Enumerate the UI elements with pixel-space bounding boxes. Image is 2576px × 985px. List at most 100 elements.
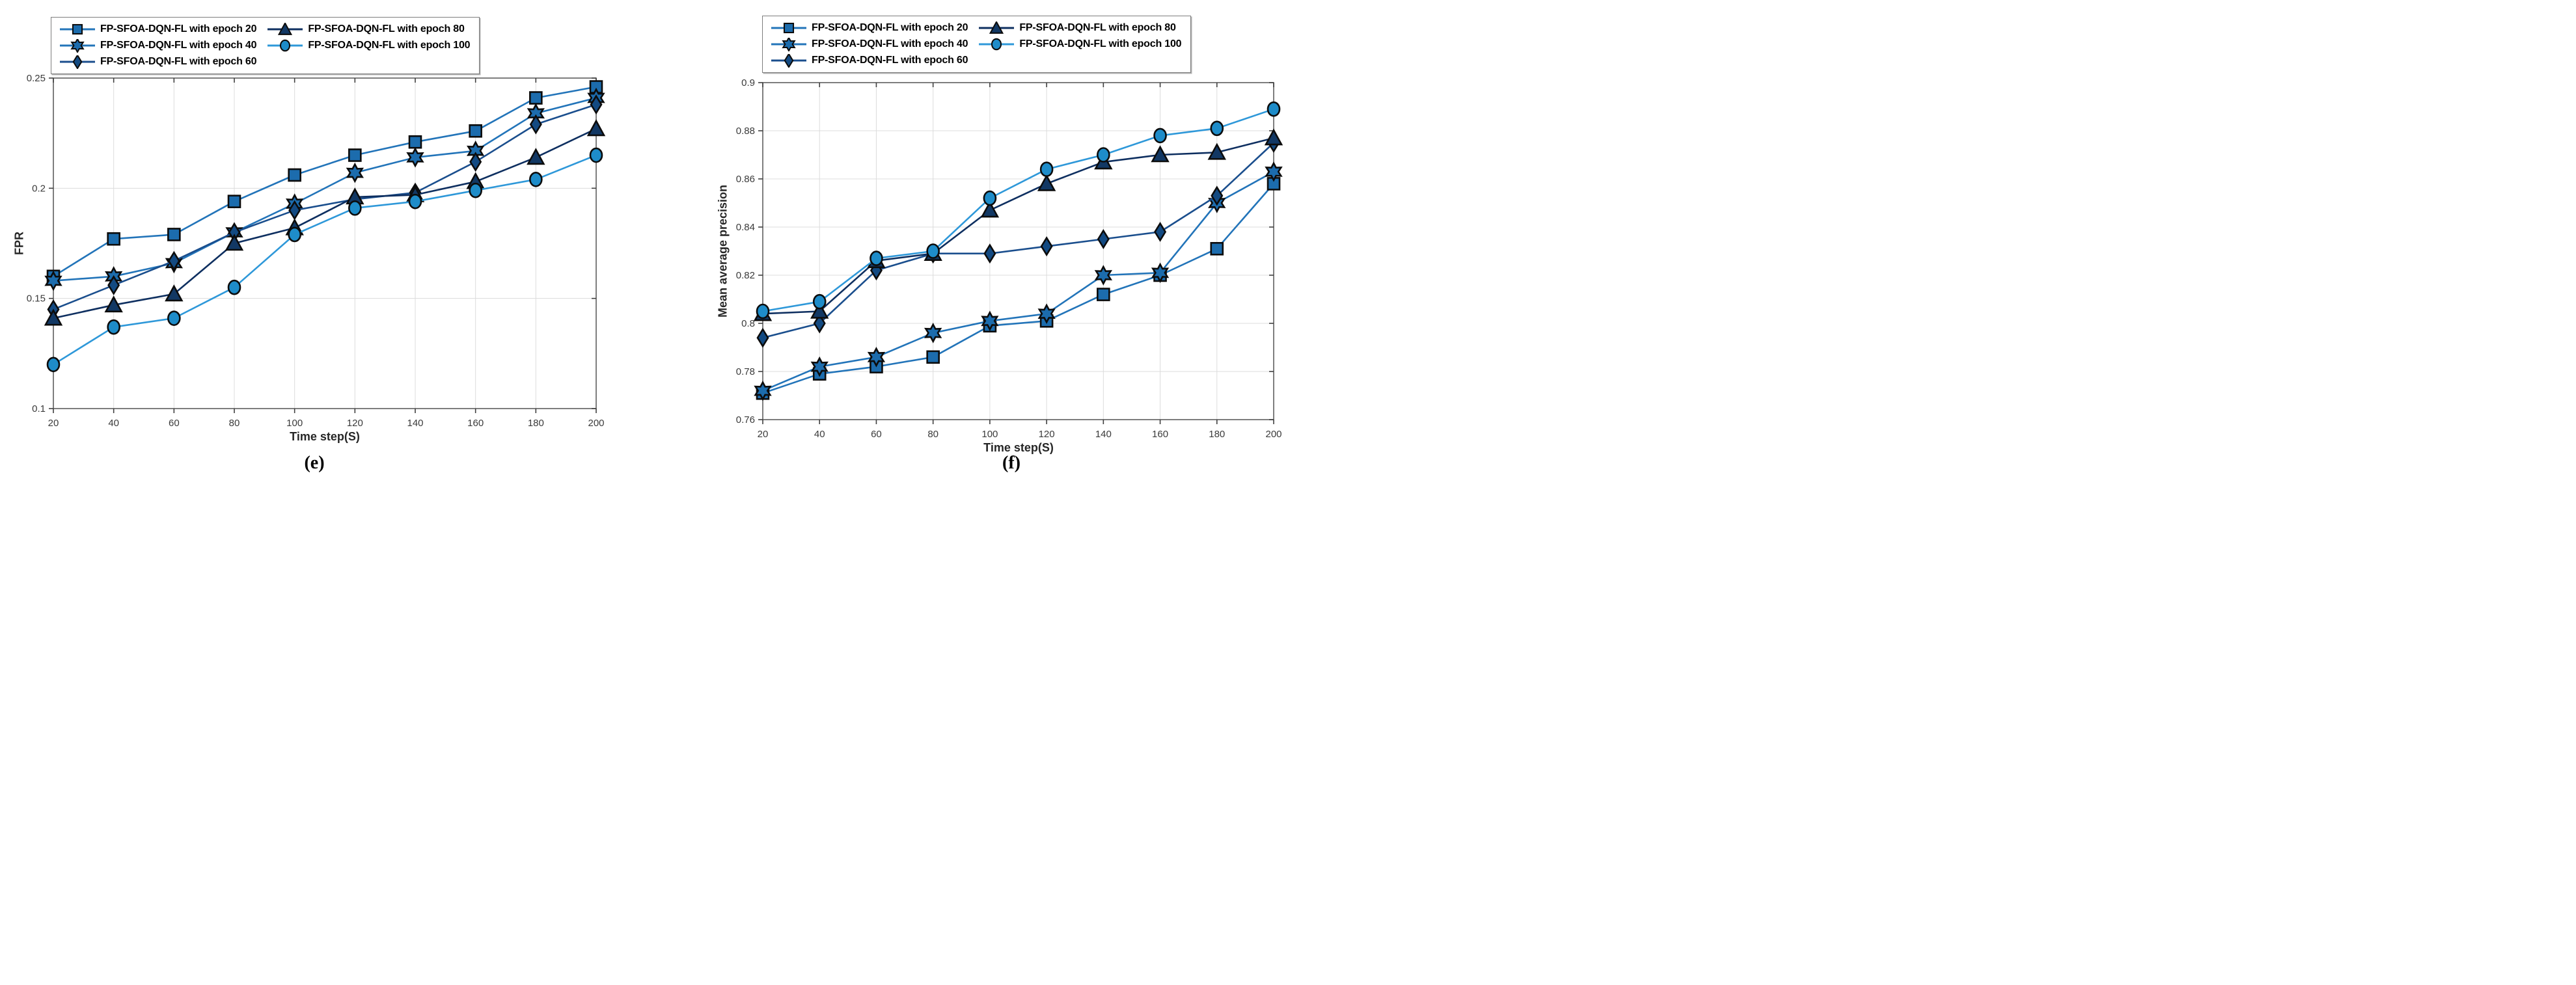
legend-sample-circle <box>979 38 1015 50</box>
y-tick-label: 0.25 <box>27 73 46 84</box>
series-line-diamond <box>53 103 597 310</box>
data-point-marker-square <box>227 195 241 208</box>
data-point-marker-diamond <box>756 327 769 348</box>
data-point-marker-circle <box>227 279 241 295</box>
x-tick-label: 20 <box>48 418 59 429</box>
series-line-diamond <box>762 142 1274 339</box>
x-tick-label: 140 <box>407 418 423 429</box>
data-point-marker-diamond <box>72 55 83 69</box>
plot-background <box>763 83 1274 420</box>
legend-label: FP-SFOA-DQN-FL with epoch 20 <box>100 23 257 34</box>
data-point-marker-triangle <box>527 148 545 165</box>
x-tick-label: 200 <box>588 418 604 429</box>
data-point-marker-hexagram <box>1151 262 1170 284</box>
data-point-marker-diamond <box>813 313 826 334</box>
data-point-marker-diamond <box>469 152 482 172</box>
data-point-marker-square <box>408 135 422 149</box>
data-point-marker-triangle <box>1151 145 1170 163</box>
axis-box <box>53 77 597 409</box>
legend-label: FP-SFOA-DQN-FL with epoch 60 <box>812 55 968 66</box>
data-point-marker-circle <box>469 182 482 198</box>
legend-item: FP-SFOA-DQN-FL with epoch 80 <box>267 22 470 36</box>
legend-sample-diamond <box>771 53 806 68</box>
data-point-marker-circle <box>1210 120 1224 137</box>
data-point-marker-diamond <box>784 53 794 68</box>
data-point-marker-circle <box>983 190 997 206</box>
data-point-marker-circle <box>280 39 291 51</box>
plot-background <box>53 78 596 409</box>
legend-label: FP-SFOA-DQN-FL with epoch 80 <box>308 23 465 34</box>
data-point-marker-circle <box>1153 128 1167 144</box>
legend-sample-diamond <box>60 55 95 69</box>
x-tick-label: 40 <box>814 429 825 440</box>
legend-item: FP-SFOA-DQN-FL with epoch 40 <box>771 37 968 51</box>
y-tick-label: 0.88 <box>736 126 755 137</box>
chart-area-fpr: 20 40 60 80 100 120 140 160 180 200 0.1 0.15 0.2 0.25 <box>27 73 606 429</box>
series-line-square <box>53 86 597 277</box>
legend-sample-square <box>771 22 806 33</box>
series-line-triangle <box>762 137 1274 315</box>
data-point-marker-square <box>1097 288 1110 301</box>
y-tick-label: 0.2 <box>32 183 46 194</box>
legend-item: FP-SFOA-DQN-FL with epoch 80 <box>978 21 1181 35</box>
x-tick-label: 100 <box>981 429 998 440</box>
data-point-marker-circle <box>1097 147 1110 163</box>
data-point-marker-diamond <box>167 250 180 271</box>
x-tick-label: 20 <box>758 429 769 440</box>
data-point-marker-hexagram <box>1094 265 1113 286</box>
data-point-marker-circle <box>107 319 120 335</box>
legend-item: FP-SFOA-DQN-FL with epoch 20 <box>59 22 257 36</box>
chart-area-map: 20 40 60 80 100 120 140 160 180 200 0.76 0.78 0.8 0.8… <box>736 77 1283 440</box>
data-point-marker-circle <box>926 243 940 259</box>
data-point-marker-diamond <box>1097 229 1110 249</box>
data-point-marker-diamond <box>590 94 603 115</box>
data-point-marker-circle <box>991 38 1002 50</box>
axis-box <box>762 82 1274 420</box>
data-point-marker-triangle <box>225 234 244 251</box>
legend-sample-hexagram <box>771 37 806 51</box>
data-point-marker-hexagram <box>754 380 772 401</box>
data-point-marker-square <box>167 228 181 241</box>
data-point-marker-circle <box>1039 161 1054 178</box>
x-tick-label: 60 <box>169 418 180 429</box>
legend-label: FP-SFOA-DQN-FL with epoch 40 <box>100 40 257 51</box>
data-point-marker-square <box>926 350 940 364</box>
series-line-circle <box>762 108 1274 312</box>
y-tick-label: 0.86 <box>736 174 755 185</box>
legend-sample-triangle <box>979 21 1015 34</box>
data-point-marker-triangle <box>1264 128 1283 146</box>
legend-sample-square <box>60 23 95 34</box>
data-point-marker-triangle <box>980 200 1000 218</box>
x-axis-label: Time step(S) <box>983 441 1054 454</box>
x-tick-label: 140 <box>1095 429 1112 440</box>
x-tick-label: 60 <box>871 429 882 440</box>
legend-label: FP-SFOA-DQN-FL with epoch 100 <box>308 40 471 51</box>
x-tick-label: 80 <box>927 429 939 440</box>
data-point-marker-square <box>72 23 83 34</box>
data-point-marker-square <box>783 22 795 33</box>
legend-item: FP-SFOA-DQN-FL with epoch 100 <box>978 37 1182 51</box>
data-point-marker-hexagram <box>981 310 999 332</box>
data-point-marker-circle <box>529 171 543 187</box>
data-point-marker-hexagram <box>44 270 62 291</box>
data-point-marker-square <box>469 124 482 138</box>
data-point-marker-circle <box>870 250 883 266</box>
series-line-triangle <box>53 128 597 319</box>
legend-label: FP-SFOA-DQN-FL with epoch 100 <box>1019 38 1182 49</box>
legend: FP-SFOA-DQN-FL with epoch 20 FP-SFOA-DQN… <box>51 17 480 74</box>
series-line-square <box>762 183 1274 394</box>
figure-page: { "page": {"background": "#ffffff"}, "le… <box>0 0 1288 493</box>
y-tick-label: 0.84 <box>736 222 755 233</box>
data-point-marker-square <box>348 148 362 162</box>
data-point-marker-triangle <box>165 284 184 302</box>
legend-item: FP-SFOA-DQN-FL with epoch 20 <box>771 21 968 35</box>
caption: (e) <box>304 453 325 473</box>
data-point-marker-circle <box>812 293 827 310</box>
legend-item: FP-SFOA-DQN-FL with epoch 100 <box>267 38 471 53</box>
series-line-hexagram <box>762 170 1274 392</box>
data-point-marker-circle <box>756 303 770 319</box>
y-tick-label: 0.78 <box>736 366 755 377</box>
data-point-marker-hexagram <box>924 323 942 344</box>
data-point-marker-circle <box>589 147 603 163</box>
y-tick-label: 0.76 <box>736 414 755 425</box>
